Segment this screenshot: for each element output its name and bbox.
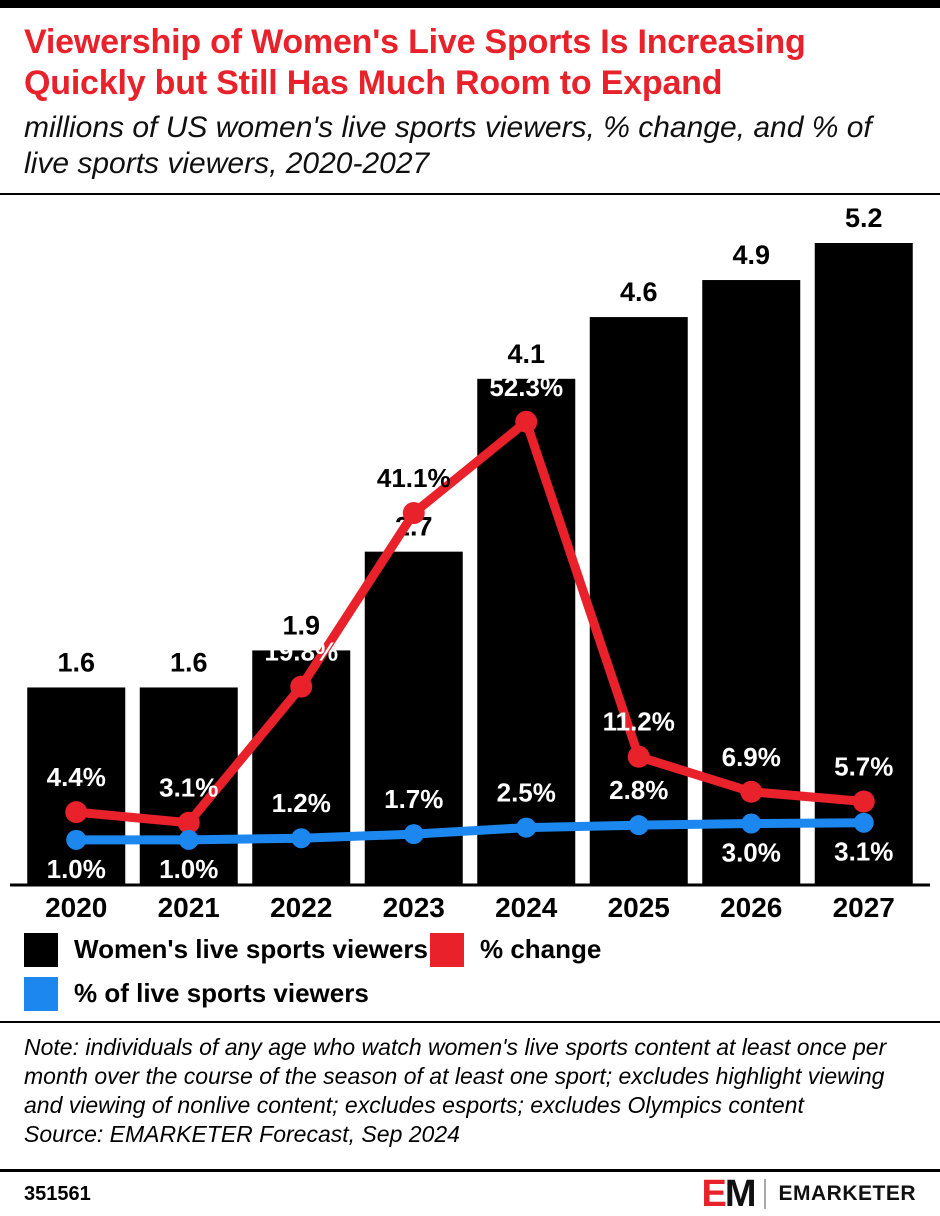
line-point-marker	[515, 410, 538, 433]
logo-separator	[764, 1179, 767, 1209]
note-block: Note: individuals of any age who watch w…	[0, 1023, 940, 1158]
line-point-marker	[853, 812, 874, 833]
x-axis-year-label: 2022	[270, 892, 332, 923]
line-value-label: 19.8%	[264, 636, 338, 666]
x-axis-year-label: 2021	[158, 892, 220, 923]
line-value-label: 3.0%	[722, 837, 781, 867]
logo-monogram-icon: EM	[701, 1173, 757, 1215]
chart-legend: Women's live sports viewers % change % o…	[0, 925, 940, 1021]
chart-subtitle: millions of US women's live sports viewe…	[24, 110, 872, 181]
footer-divider	[0, 1169, 940, 1172]
footer: 351561 EM EMARKETER	[0, 1172, 940, 1216]
line-point-marker	[741, 813, 762, 834]
line-point-marker	[290, 675, 313, 698]
note-text: Note: individuals of any age who watch w…	[24, 1033, 887, 1119]
header-divider	[0, 192, 940, 195]
bar-value-label: 1.6	[57, 647, 95, 677]
line-point-marker	[291, 828, 312, 849]
line-value-label: 2.5%	[497, 777, 556, 807]
legend-item-label: % of live sports viewers	[74, 978, 369, 1009]
x-axis-year-label: 2026	[720, 892, 782, 923]
line-point-marker	[516, 817, 537, 838]
pct-change-swatch-icon	[430, 932, 464, 967]
top-border	[0, 0, 940, 8]
legend-item-label: Women's live sports viewers	[74, 934, 428, 965]
bar-value-label: 4.9	[732, 240, 770, 270]
x-axis-line	[10, 883, 930, 887]
line-value-label: 3.1%	[834, 837, 893, 867]
line-point-marker	[66, 829, 87, 850]
chart-area: 1.6 1.6 1.9 2.7 4.1 4.6 4.9 5.2 4.4% 3.1% 19.8% 41.…	[0, 195, 940, 925]
line-point-marker	[178, 829, 199, 850]
chart-svg: 1.6 1.61.92.74.14.64.95.24.4% 3.1%19.8%41.…	[10, 203, 930, 923]
bar-value-label: 1.6	[170, 647, 208, 677]
line-value-label: 52.3%	[489, 372, 563, 402]
line-value-label: 1.0%	[47, 854, 106, 884]
line-value-label: 1.2%	[272, 788, 331, 818]
x-axis-year-label: 2024	[495, 892, 558, 923]
note-divider	[0, 1020, 940, 1023]
line-value-label: 41.1%	[377, 463, 451, 493]
source-text: Source: EMARKETER Forecast, Sep 2024	[24, 1121, 460, 1148]
bar	[814, 242, 913, 885]
line-point-marker	[403, 823, 424, 844]
legend-row: Women's live sports viewers % change	[24, 932, 916, 967]
logo-wordmark: EMARKETER	[778, 1182, 916, 1205]
x-axis-year-label: 2025	[608, 892, 670, 923]
emarketer-logo: EM EMARKETER	[701, 1175, 916, 1213]
line-value-label: 11.2%	[603, 707, 675, 737]
viewers-swatch-icon	[24, 932, 58, 967]
logo-e: E	[701, 1173, 726, 1215]
bar-value-label: 4.6	[620, 277, 658, 307]
line-point-marker	[177, 811, 200, 834]
line-value-label: 6.9%	[722, 742, 781, 772]
bar-value-label: 4.1	[507, 339, 545, 369]
bar	[477, 378, 576, 885]
x-axis-year-label: 2023	[383, 892, 445, 923]
logo-m: M	[724, 1173, 757, 1215]
chart-title: Viewership of Women's Live Sports Is Inc…	[24, 23, 806, 102]
pct-change-line	[71, 417, 869, 828]
chart-header: Viewership of Women's Live Sports Is Inc…	[0, 8, 940, 193]
line-point-marker	[65, 800, 88, 823]
line-point-marker	[627, 745, 650, 768]
line-point-marker	[628, 814, 649, 835]
legend-item-pct-of-viewers: % of live sports viewers	[24, 976, 369, 1011]
chart-id: 351561	[24, 1182, 91, 1205]
legend-item-viewers: Women's live sports viewers	[24, 932, 430, 967]
legend-item-pct-change: % change	[430, 932, 602, 967]
legend-item-label: % change	[480, 934, 602, 965]
line-value-label: 1.7%	[384, 784, 443, 814]
line-value-label: 3.1%	[159, 773, 218, 803]
line-value-label: 5.7%	[834, 751, 893, 781]
line-value-label: 2.8%	[609, 775, 668, 805]
legend-row: % of live sports viewers	[24, 976, 916, 1011]
line-value-label: 1.0%	[159, 854, 218, 884]
bar-value-label: 5.2	[845, 203, 883, 233]
bar	[589, 316, 688, 885]
line-value-label: 4.4%	[47, 762, 106, 792]
x-axis-year-label: 2020	[45, 892, 107, 923]
line-point-marker	[402, 501, 425, 524]
pct-of-viewers-line	[71, 818, 869, 845]
line-point-marker	[740, 780, 763, 803]
pct-of-viewers-swatch-icon	[24, 976, 58, 1011]
x-axis-year-label: 2027	[833, 892, 895, 923]
bar	[27, 687, 126, 885]
line-point-marker	[852, 790, 875, 813]
bar-value-label: 1.9	[282, 610, 320, 640]
